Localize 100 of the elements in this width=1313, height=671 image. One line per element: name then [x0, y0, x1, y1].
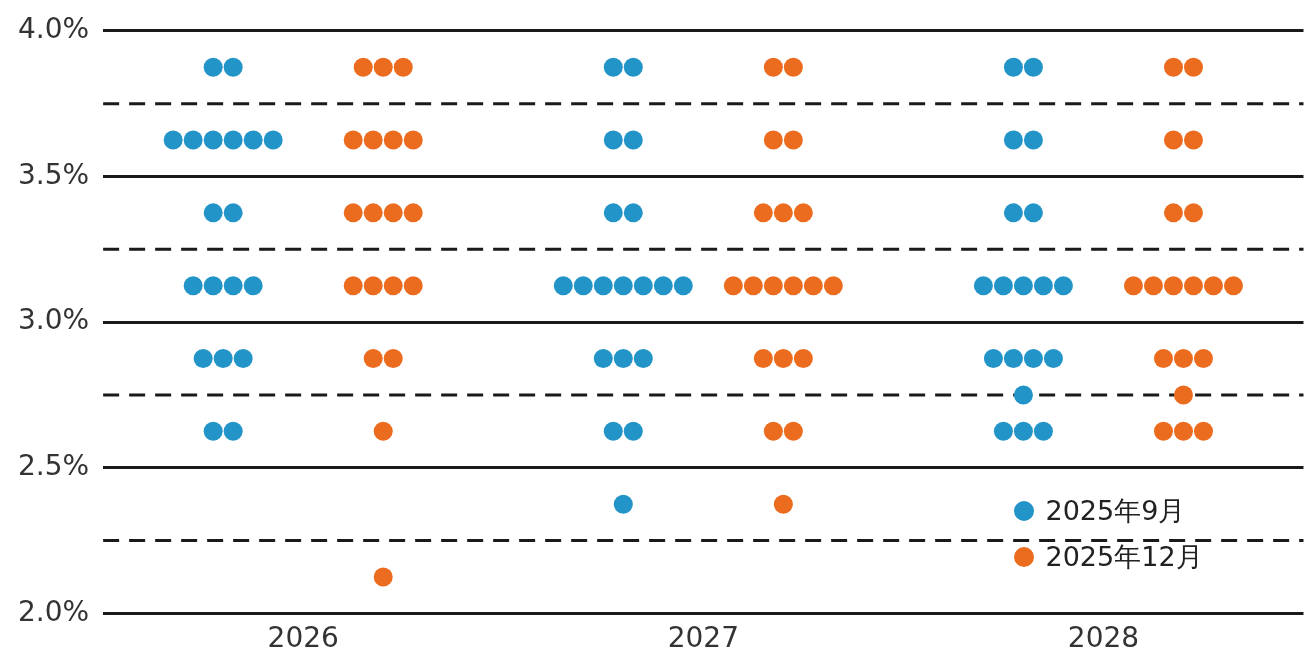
y-tick-label: 2.0%: [17, 594, 90, 628]
point: [1023, 203, 1043, 223]
point: [233, 349, 253, 369]
point: [203, 276, 223, 296]
point: [1123, 276, 1143, 296]
point: [183, 130, 203, 150]
point: [373, 567, 393, 587]
point: [203, 203, 223, 223]
point: [223, 57, 243, 77]
point: [203, 130, 223, 150]
point: [753, 349, 773, 369]
point: [353, 57, 373, 77]
point: [603, 421, 623, 441]
point: [613, 494, 633, 514]
point: [573, 276, 593, 296]
point: [1153, 421, 1173, 441]
point: [1043, 349, 1063, 369]
point: [203, 57, 223, 77]
point: [1183, 276, 1203, 296]
point: [243, 276, 263, 296]
point: [223, 421, 243, 441]
point: [393, 57, 413, 77]
point: [633, 349, 653, 369]
point: [163, 130, 183, 150]
point: [193, 349, 213, 369]
point: [623, 57, 643, 77]
point: [1163, 276, 1183, 296]
point: [793, 349, 813, 369]
point: [1033, 421, 1053, 441]
point: [1193, 421, 1213, 441]
point: [623, 130, 643, 150]
point: [973, 276, 993, 296]
point: [613, 276, 633, 296]
point: [183, 276, 203, 296]
point: [363, 130, 383, 150]
point: [373, 421, 393, 441]
point: [603, 203, 623, 223]
point: [783, 57, 803, 77]
point: [1163, 203, 1183, 223]
point: [373, 57, 393, 77]
point: [403, 203, 423, 223]
point: [1163, 57, 1183, 77]
point: [223, 203, 243, 223]
point: [1183, 57, 1203, 77]
point: [1183, 130, 1203, 150]
point: [603, 57, 623, 77]
point: [593, 349, 613, 369]
point: [1173, 349, 1193, 369]
point: [633, 276, 653, 296]
point: [213, 349, 233, 369]
y-tick-label: 4.0%: [17, 12, 90, 46]
point: [993, 421, 1013, 441]
point: [1023, 130, 1043, 150]
point: [343, 276, 363, 296]
point: [363, 349, 383, 369]
point: [383, 130, 403, 150]
point: [1053, 276, 1073, 296]
point: [363, 276, 383, 296]
y-tick-label: 2.5%: [17, 449, 90, 483]
point: [723, 276, 743, 296]
point: [793, 203, 813, 223]
x-tick-label: 2026: [267, 621, 339, 655]
point: [1203, 276, 1223, 296]
point: [763, 276, 783, 296]
point: [1143, 276, 1163, 296]
y-tick-label: 3.5%: [17, 157, 90, 191]
point: [343, 203, 363, 223]
point: [223, 276, 243, 296]
point: [773, 349, 793, 369]
legend-label: 2025年9月: [1045, 494, 1186, 529]
point: [1183, 203, 1203, 223]
point: [1173, 421, 1193, 441]
point: [383, 349, 403, 369]
point: [783, 276, 803, 296]
point: [623, 421, 643, 441]
point: [803, 276, 823, 296]
point: [1173, 385, 1193, 405]
point: [1013, 276, 1033, 296]
point: [1003, 349, 1023, 369]
point: [1193, 349, 1213, 369]
point: [383, 203, 403, 223]
point: [1013, 421, 1033, 441]
point: [343, 130, 363, 150]
point: [553, 276, 573, 296]
point: [593, 276, 613, 296]
point: [783, 421, 803, 441]
point: [613, 349, 633, 369]
point: [383, 276, 403, 296]
point: [1163, 130, 1183, 150]
point: [783, 130, 803, 150]
point: [823, 276, 843, 296]
point: [743, 276, 763, 296]
point: [1003, 57, 1023, 77]
point: [993, 276, 1013, 296]
point: [763, 57, 783, 77]
x-tick-label: 2028: [1067, 621, 1140, 655]
legend-label: 2025年12月: [1045, 540, 1203, 575]
point: [1223, 276, 1243, 296]
point: [203, 421, 223, 441]
point: [1003, 130, 1023, 150]
